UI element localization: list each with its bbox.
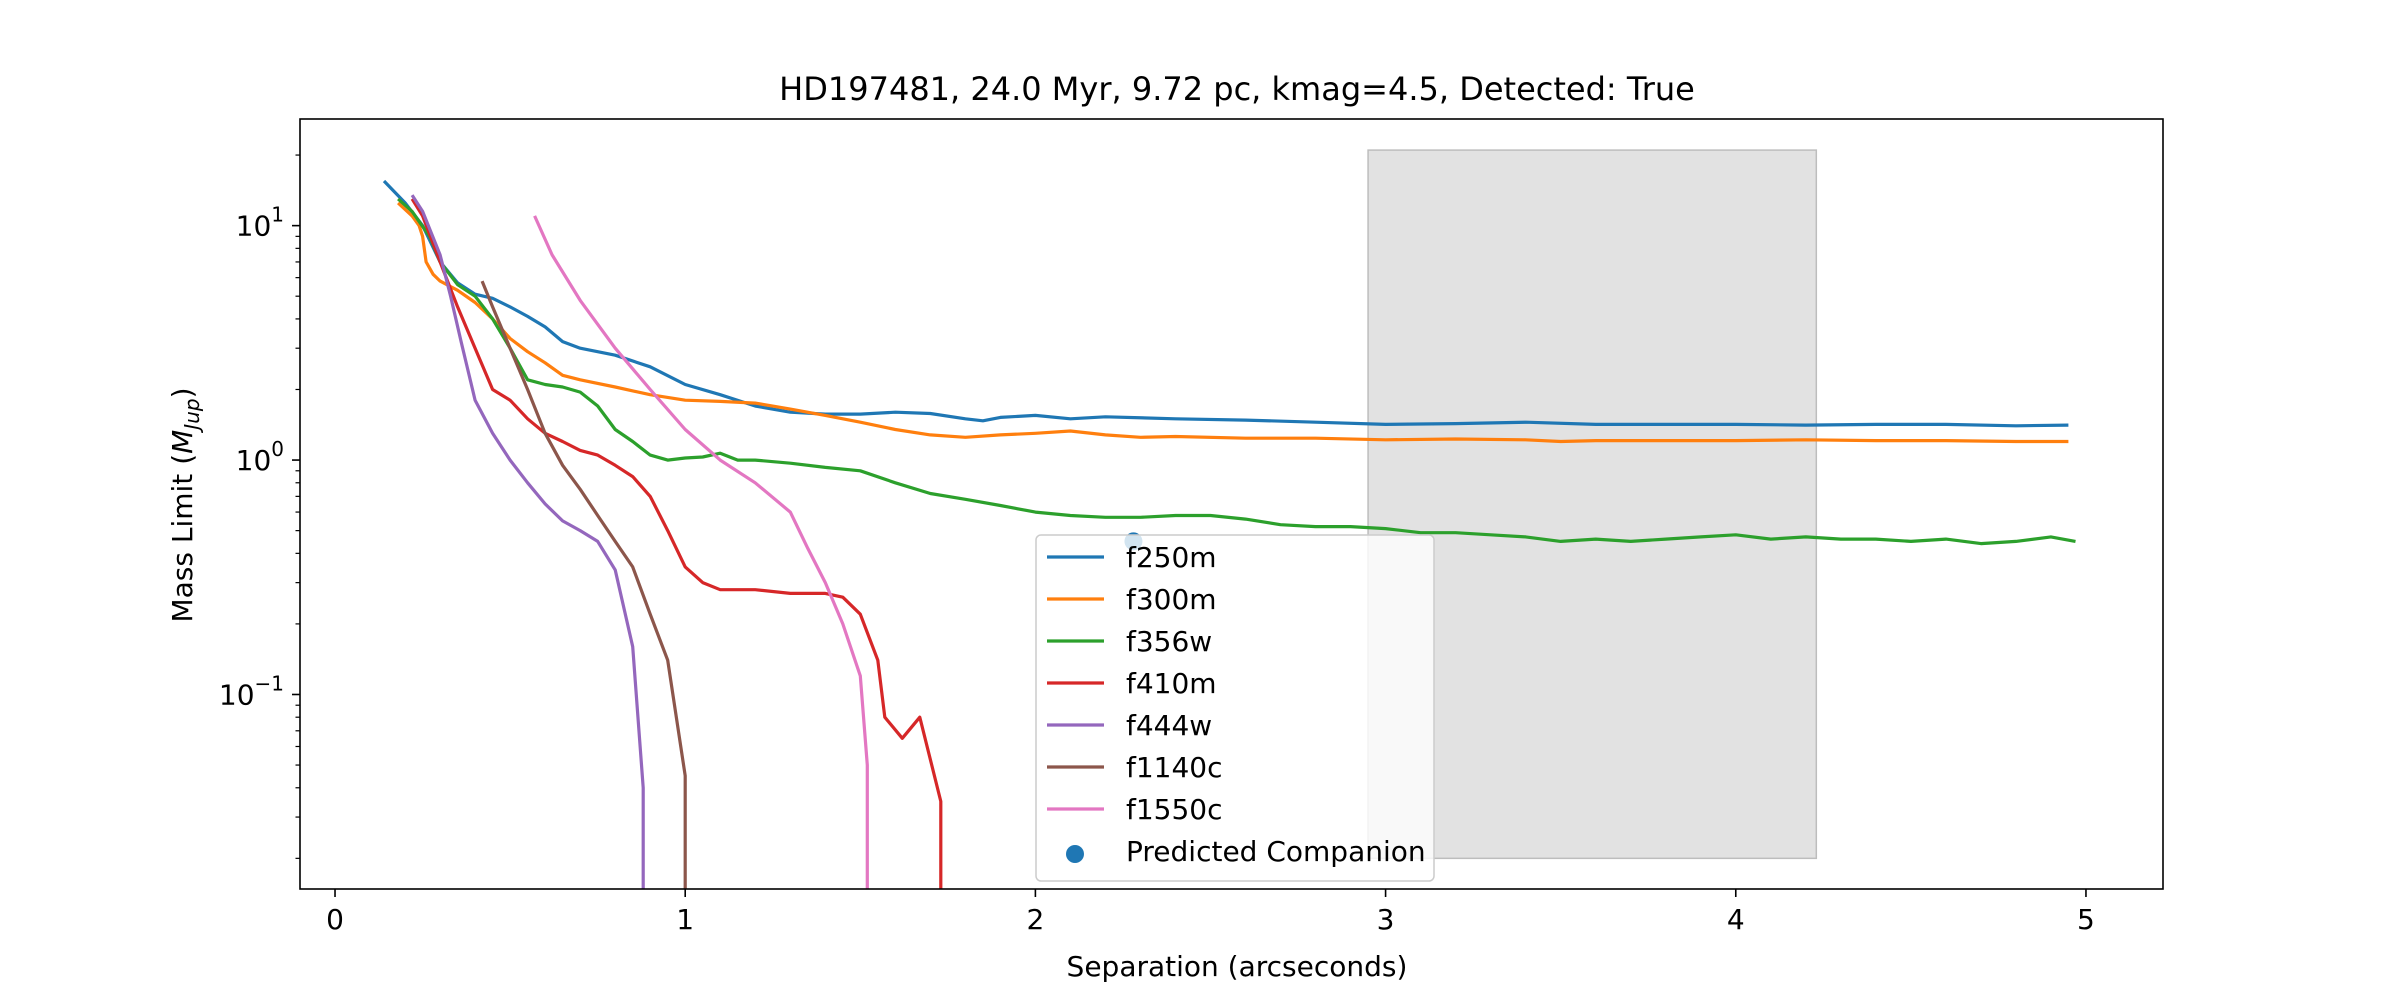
legend-label: f356w — [1126, 625, 1212, 658]
y-axis-label-symbol: M — [166, 430, 199, 454]
legend-box — [1035, 534, 1435, 882]
legend-label: f444w — [1126, 709, 1212, 742]
x-axis-label: Separation (arcseconds) — [1067, 950, 1408, 983]
plot-area-frame — [299, 118, 2164, 890]
legend-label: f1550c — [1126, 793, 1223, 826]
chart-title: HD197481, 24.0 Myr, 9.72 pc, kmag=4.5, D… — [779, 70, 1695, 108]
legend-swatch-predicted-companion — [1066, 845, 1084, 863]
y-axis-label-subscript: Jup — [180, 398, 204, 433]
x-tick-label: 5 — [2077, 903, 2095, 936]
shaded-region — [1367, 149, 1818, 860]
legend-label: f410m — [1126, 667, 1217, 700]
x-tick-label: 2 — [1026, 903, 1044, 936]
legend-label: Predicted Companion — [1126, 835, 1426, 868]
x-tick-label: 0 — [326, 903, 344, 936]
x-tick-label: 4 — [1727, 903, 1745, 936]
y-axis-label-suffix: ) — [166, 387, 199, 398]
legend-label: f1140c — [1126, 751, 1223, 784]
legend-label: f250m — [1126, 541, 1217, 574]
y-tick-label: 10−1 — [219, 671, 284, 711]
x-tick-label: 3 — [1377, 903, 1395, 936]
series-line-f1550c — [533, 215, 869, 889]
series-line-f410m — [410, 198, 943, 889]
legend: f250m f300m f356w f410m f444w f1140c f1550c Pre… — [1035, 534, 1435, 882]
y-tick-label: 100 — [236, 437, 284, 477]
x-tick-label: 1 — [676, 903, 694, 936]
series-line-f1140c — [480, 280, 687, 889]
series-line-f300m — [397, 201, 2069, 444]
series-line-f250m — [382, 179, 2069, 428]
y-tick-label: 101 — [236, 203, 284, 243]
legend-label: f300m — [1126, 583, 1217, 616]
series-line-f444w — [410, 194, 645, 889]
series-line-f356w — [397, 197, 2076, 546]
y-axis-label: Mass Limit (MJup) — [166, 387, 204, 622]
y-axis-label-prefix: Mass Limit ( — [166, 454, 199, 623]
